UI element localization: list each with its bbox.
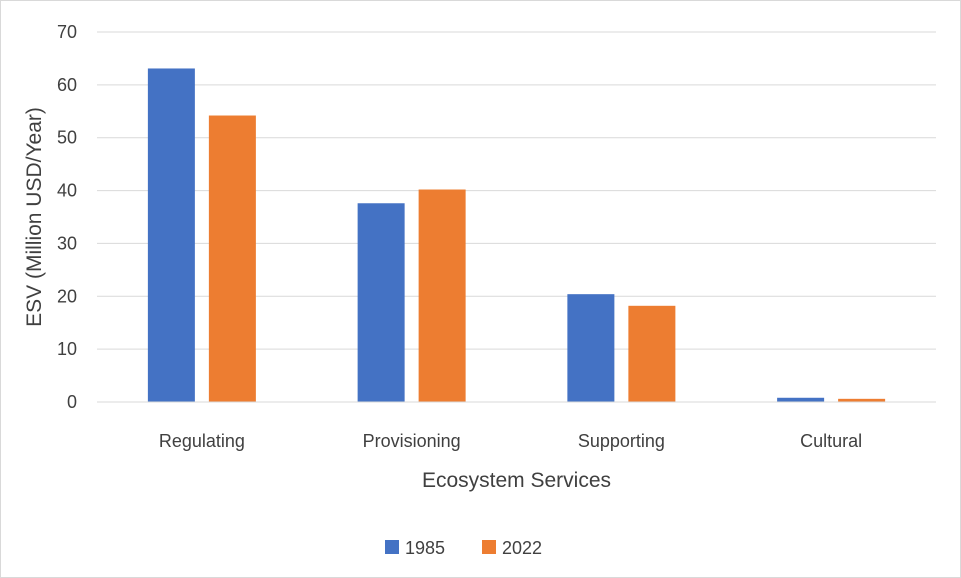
y-tick-label: 70: [57, 22, 77, 42]
bar-2022-provisioning: [418, 189, 466, 402]
y-axis-title: ESV (Million USD/Year): [23, 107, 46, 327]
bar-2022-cultural: [838, 398, 886, 402]
x-tick-label: Regulating: [159, 431, 245, 451]
y-tick-label: 20: [57, 286, 77, 306]
y-tick-label: 50: [57, 128, 77, 148]
x-tick-label: Supporting: [578, 431, 665, 451]
bar-2022-supporting: [628, 305, 676, 402]
bar-1985-cultural: [777, 397, 825, 402]
legend-label-2022: 2022: [502, 538, 542, 558]
legend-swatch-1985: [385, 540, 399, 554]
x-axis-title: Ecosystem Services: [422, 469, 611, 492]
bars: [147, 68, 886, 402]
bar-1985-provisioning: [357, 203, 405, 402]
y-tick-label: 0: [67, 392, 77, 412]
x-tick-label: Cultural: [800, 431, 862, 451]
y-tick-label: 40: [57, 181, 77, 201]
y-tick-labels: 0 10 20 30 40 50 60 70: [57, 22, 77, 412]
legend-swatch-2022: [482, 540, 496, 554]
x-tick-label: Provisioning: [363, 431, 461, 451]
bar-1985-regulating: [147, 68, 195, 402]
x-tick-labels: Regulating Provisioning Supporting Cultural: [159, 431, 862, 451]
bar-2022-regulating: [208, 115, 256, 402]
y-tick-label: 10: [57, 339, 77, 359]
y-tick-label: 30: [57, 233, 77, 253]
legend: 1985 2022: [385, 538, 542, 558]
legend-label-1985: 1985: [405, 538, 445, 558]
bar-1985-supporting: [567, 294, 615, 402]
y-tick-label: 60: [57, 75, 77, 95]
